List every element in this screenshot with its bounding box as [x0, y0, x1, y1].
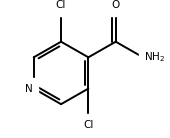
Text: N: N: [25, 83, 32, 94]
Text: Cl: Cl: [56, 0, 66, 10]
Text: NH$_2$: NH$_2$: [144, 50, 165, 64]
Text: Cl: Cl: [83, 120, 94, 130]
Text: O: O: [112, 0, 120, 10]
